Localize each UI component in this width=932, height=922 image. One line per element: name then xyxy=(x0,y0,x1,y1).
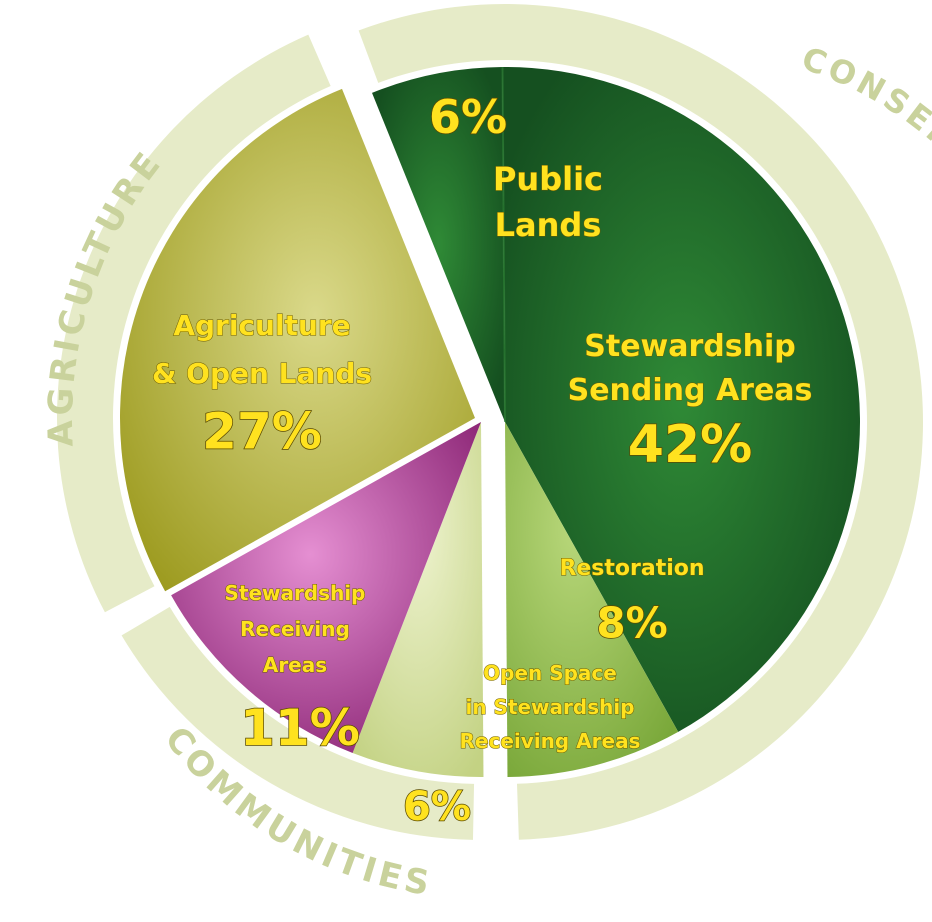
pie-slice-receiving xyxy=(171,422,481,753)
ring-segment-agriculture xyxy=(57,34,331,613)
slice-value-sending: 42% xyxy=(628,415,752,475)
slice-label-receiving-line-3: Areas xyxy=(263,653,327,677)
slice-label-openspace-line-2: in Stewardship xyxy=(465,695,634,719)
slice-value-openspace: 6% xyxy=(403,784,471,830)
slice-value-agriculture: 27% xyxy=(202,403,322,461)
slice-label-agriculture-line-1: Agriculture xyxy=(173,309,350,342)
pie-slice-agriculture xyxy=(119,88,475,592)
pie-slice-sending xyxy=(502,67,860,732)
slice-label-agriculture-line-2: & Open Lands xyxy=(152,357,372,390)
slice-label-receiving-line-2: Receiving xyxy=(240,617,350,641)
slice-label-receiving-line-1: Stewardship xyxy=(225,581,366,605)
slice-label-public-line-1: Public xyxy=(493,160,603,198)
pie-slice-openspace xyxy=(352,422,484,777)
slice-divider-public xyxy=(501,67,506,423)
pie-slice-restoration xyxy=(505,422,679,777)
slice-value-restoration: 8% xyxy=(596,599,667,648)
slice-label-restoration-line-1: Restoration xyxy=(559,556,704,581)
slice-label-openspace-line-1: Open Space xyxy=(483,661,617,685)
slice-label-openspace-line-3: Receiving Areas xyxy=(460,729,641,753)
ring-segment-communities xyxy=(121,606,475,840)
pie-slice-public xyxy=(372,67,505,422)
slice-label-public-line-2: Lands xyxy=(495,206,602,244)
slice-value-receiving: 11% xyxy=(240,699,360,757)
slice-label-sending-line-2: Sending Areas xyxy=(568,373,813,408)
slice-value-public: 6% xyxy=(429,90,507,144)
slice-label-sending-line-1: Stewardship xyxy=(584,329,796,364)
